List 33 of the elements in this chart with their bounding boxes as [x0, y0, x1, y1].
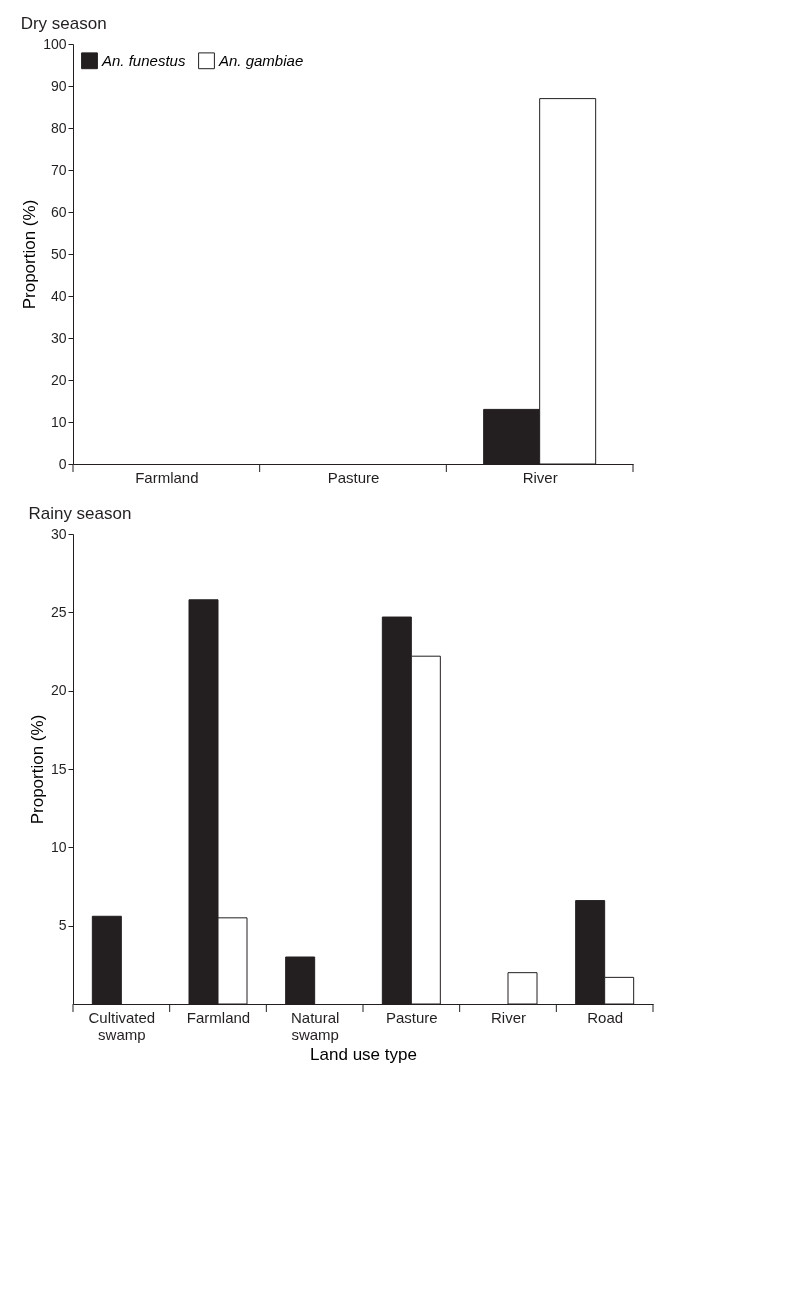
legend-label: An. gambiae [218, 51, 304, 69]
x-axis-title: Land use type [310, 1044, 417, 1064]
chart-title: Rainy season [28, 504, 132, 523]
chart-title: Dry season [20, 14, 107, 33]
y-tick-label: 30 [50, 525, 67, 542]
y-tick-label: 30 [50, 329, 67, 346]
x-tick-label: Road [587, 1008, 624, 1026]
x-tick-label: River [490, 1008, 527, 1026]
x-tick-label: Pasture [327, 468, 380, 486]
x-tick-label: River [522, 468, 558, 486]
y-tick-label: 70 [50, 161, 67, 178]
y-axis-title: Proportion (%) [20, 199, 40, 310]
legend-label: An. funestus [101, 51, 186, 69]
y-tick-label: 80 [50, 119, 67, 136]
y-tick-label: 60 [50, 203, 67, 220]
y-tick-label: 0 [58, 455, 67, 472]
x-tick-label: Farmland [186, 1008, 251, 1026]
y-tick-label: 90 [50, 77, 67, 94]
y-tick-label: 10 [50, 413, 67, 430]
y-tick-label: 25 [50, 603, 67, 620]
y-tick-label: 20 [50, 682, 67, 699]
y-tick-label: 100 [43, 35, 67, 52]
y-tick-label: 5 [58, 917, 67, 934]
x-tick-label: Farmland [135, 468, 199, 486]
y-tick-label: 40 [50, 287, 67, 304]
y-tick-label: 20 [50, 371, 67, 388]
x-tick-label: Pasture [385, 1008, 438, 1026]
y-tick-label: 50 [50, 245, 67, 262]
x-tick-label: Cultivated swamp [88, 1008, 156, 1043]
y-tick-label: 10 [50, 838, 67, 855]
y-tick-label: 15 [50, 760, 67, 777]
x-tick-label: Natural swamp [290, 1008, 340, 1043]
y-axis-title: Proportion (%) [27, 714, 47, 825]
